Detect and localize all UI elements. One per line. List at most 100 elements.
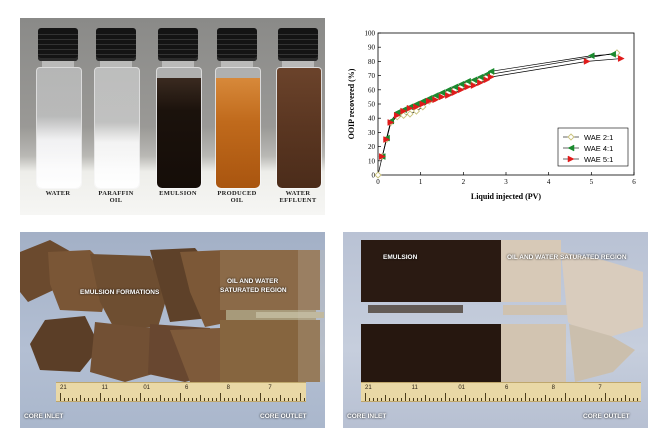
vial-glass [36, 67, 82, 189]
data-point [406, 104, 414, 112]
vial-glass [215, 67, 261, 189]
ruler-tick [292, 398, 293, 401]
vial-neck [162, 61, 194, 67]
data-point [617, 55, 625, 62]
y-tick-label: 40 [368, 115, 376, 123]
chart-svg: 0 10 20 30 40 50 60 70 80 90 100 0 1 2 3 4 5 6 Liquid inje… [347, 30, 636, 202]
vials-photo: WATER PARAFFIN OIL EMULSION PRODUCED OIL WATER… [20, 18, 325, 215]
ruler-tick [493, 398, 494, 401]
ruler-tick [381, 398, 382, 401]
ruler-tick [260, 393, 261, 401]
ruler-tick [633, 398, 634, 401]
ruler-tick [268, 398, 269, 401]
ruler-tick [228, 398, 229, 401]
ruler-tick [489, 398, 490, 401]
ruler-tick [104, 398, 105, 401]
ruler-tick [232, 398, 233, 401]
ruler-tick [625, 395, 626, 401]
ruler-tick [401, 398, 402, 401]
vial-liquid [216, 77, 260, 188]
vial-label-line: PARAFFIN [98, 190, 134, 197]
data-point [438, 93, 446, 101]
vial-label-line: WATER [285, 190, 311, 197]
data-point [413, 103, 420, 111]
vial-liquid [157, 77, 201, 188]
vial-label: WATER EFFLUENT [268, 190, 325, 204]
emulsion-formations-label: EMULSION FORMATIONS [80, 289, 160, 296]
data-point [374, 171, 382, 179]
ruler-tick [280, 395, 281, 401]
ruler-tick [204, 398, 205, 401]
vial [34, 28, 82, 196]
y-tick-label: 20 [368, 143, 376, 151]
vial-label: PRODUCED OIL [207, 190, 267, 204]
ruler-tick [609, 398, 610, 401]
ruler-tick [541, 398, 542, 401]
data-point [457, 80, 465, 88]
ruler-tick [92, 398, 93, 401]
y-tick-label: 100 [365, 30, 376, 38]
ruler-tick [164, 398, 165, 401]
ruler-tick [248, 398, 249, 401]
ruler-tick [140, 393, 141, 401]
data-point [393, 111, 401, 119]
ruler-tick [481, 398, 482, 401]
data-point [412, 107, 421, 115]
ruler-tick [148, 398, 149, 401]
ruler-tick [589, 398, 590, 401]
ruler-tick [136, 398, 137, 401]
ruler-tick [264, 398, 265, 401]
data-point [476, 73, 484, 81]
ruler-tick [96, 398, 97, 401]
ruler-tick [252, 398, 253, 401]
ruler-tick [132, 398, 133, 401]
ruler-tick [477, 398, 478, 401]
ruler-tick [621, 398, 622, 401]
ruler-tick [196, 398, 197, 401]
vial-cap [217, 28, 257, 61]
ruler-number: 11 [101, 385, 108, 391]
x-tick-label: 1 [419, 178, 423, 186]
ruler-tick [128, 398, 129, 401]
ruler-tick [64, 398, 65, 401]
data-point [445, 92, 452, 99]
data-point [464, 77, 471, 85]
ruler-tick [240, 395, 241, 401]
ruler-tick [437, 398, 438, 401]
ruler-tick [569, 398, 570, 401]
ruler-tick [176, 398, 177, 401]
vial [274, 28, 322, 196]
core-sample-drawing [361, 240, 643, 384]
ruler-tick [393, 398, 394, 401]
ruler-number: 21 [60, 385, 67, 391]
ruler-number: 01 [143, 385, 151, 391]
ruler-number: 6 [505, 385, 509, 391]
data-point [400, 107, 408, 115]
data-point [383, 136, 391, 143]
ruler-number: 6 [185, 385, 189, 391]
ruler-tick [116, 398, 117, 401]
ruler-tick [108, 398, 109, 401]
ruler-tick [216, 398, 217, 401]
ruler-tick [453, 398, 454, 401]
ruler-tick [465, 395, 466, 401]
vial [154, 28, 202, 196]
data-point [406, 110, 414, 118]
vial-cap [38, 28, 78, 61]
ruler-number: 8 [551, 385, 555, 391]
ruler-tick [501, 398, 502, 401]
ruler-tick [593, 398, 594, 401]
ruler: 21 11 01 6 8 7 [361, 382, 641, 402]
ruler-tick [497, 398, 498, 401]
y-axis-label: OOIP recovered (%) [347, 68, 356, 139]
legend-label: WAE 2:1 [584, 133, 613, 142]
ruler-tick [601, 398, 602, 401]
ruler-tick [409, 398, 410, 401]
ruler-number: 01 [458, 385, 466, 391]
ruler-tick [549, 398, 550, 401]
x-axis-label: Liquid injected (PV) [471, 192, 542, 201]
ruler-tick [405, 393, 406, 401]
recovery-chart: 0 10 20 30 40 50 60 70 80 90 100 0 1 2 3 4 5 6 Liquid inje… [342, 25, 647, 222]
vial-cap [96, 28, 136, 61]
data-point [432, 92, 439, 99]
